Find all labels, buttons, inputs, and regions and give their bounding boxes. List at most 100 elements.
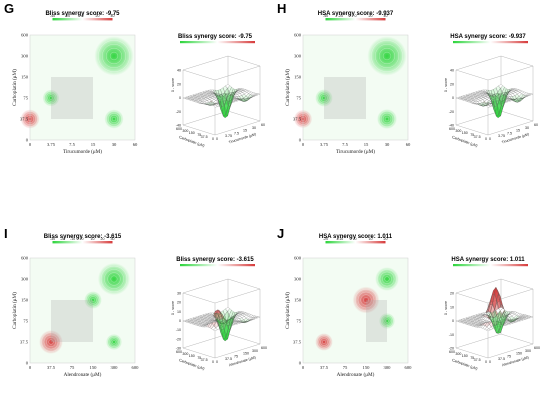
y-tick-label: 150 <box>294 75 302 80</box>
surface-x-label: Alendronate (μM) <box>502 355 530 367</box>
heatmap-blob <box>377 109 397 129</box>
surface-x-label: Alendronate (μM) <box>229 355 257 367</box>
panel-letter: H <box>277 1 286 16</box>
z-tick-label: 20 <box>177 82 181 86</box>
surface-y-tick: 300 <box>455 129 461 133</box>
surface-x-label: Tirucumorde (μM) <box>501 132 529 144</box>
z-axis-label: δ - score <box>444 78 448 92</box>
contour-ring <box>104 269 124 289</box>
surface-y-tick: 37.5 <box>201 135 208 139</box>
y-tick-label: 75 <box>23 319 28 324</box>
surface-colorbar <box>180 264 255 267</box>
surface-y-tick: 75 <box>197 356 201 360</box>
surface-y-tick: 150 <box>462 131 468 135</box>
z-tick-label: -20 <box>176 110 181 114</box>
contour-ring <box>107 272 121 286</box>
y-tick-label: 300 <box>21 277 29 282</box>
y-tick-label: 600 <box>21 33 29 38</box>
surface-y-tick: 37.5 <box>201 358 208 362</box>
y-axis-label: Carboplatin (μM) <box>11 292 18 329</box>
z-tick-label: -10 <box>176 328 181 332</box>
contour-ring <box>102 44 126 68</box>
y-tick-label: 0 <box>299 138 302 143</box>
surface-y-tick: 300 <box>182 352 188 356</box>
heatmap-frame <box>29 34 136 141</box>
colorbar <box>52 241 113 244</box>
z-tick-label: 0 <box>452 319 454 323</box>
min-box <box>324 77 366 119</box>
heatmap-title: HSA synergy score: -9.937 <box>318 11 394 17</box>
contour-ring <box>112 340 116 344</box>
surface-cell <box>498 84 503 89</box>
surface-x-tick: 600 <box>261 346 267 350</box>
surface-x-tick: 0 <box>489 137 491 141</box>
contour-ring <box>98 40 130 72</box>
surface-title: HSA synergy score: -9.937 <box>450 34 526 40</box>
colorbar-tick: -20 <box>338 14 343 18</box>
y-tick-label: 600 <box>294 33 302 38</box>
contour-ring <box>89 296 97 304</box>
contour-ring <box>85 292 101 308</box>
contour-ring <box>377 269 397 289</box>
surface-y-tick: 600 <box>449 127 455 131</box>
contour-ring <box>355 289 377 311</box>
x-tick-label: 0 <box>302 142 305 147</box>
z-tick-label: -40 <box>176 124 181 128</box>
heatmap-blob <box>315 89 333 107</box>
x-tick-label: 37.5 <box>320 365 329 370</box>
contour-ring <box>44 91 58 105</box>
z-tick-label: 0 <box>452 96 454 100</box>
y-tick-label: 150 <box>21 298 29 303</box>
surface-x-tick: 7.5 <box>234 131 239 135</box>
y-tick-label: 37.5 <box>293 117 302 122</box>
colorbar-tick: 30 <box>111 237 115 241</box>
surface-colorbar <box>453 41 528 44</box>
y-tick-label: 75 <box>23 96 28 101</box>
heatmap-blob <box>94 36 134 76</box>
x-tick-label: 15 <box>364 142 369 147</box>
colorbar-tick: 0 <box>82 237 84 241</box>
z-tick-label: -20 <box>449 347 454 351</box>
colorbar-tick: -40 <box>50 14 55 18</box>
surface-x-tick: 0 <box>489 360 491 364</box>
surface-box-ceiling <box>182 55 261 81</box>
surface-box-ceiling <box>455 55 534 81</box>
contour-ring <box>46 337 56 347</box>
x-tick-label: 0 <box>302 365 305 370</box>
contour-ring <box>360 294 372 306</box>
panel-g: G Bliss synergy score: -9.75-40 -20 0 20 400 3… <box>4 1 265 155</box>
colorbar-tick: 0 <box>355 237 357 241</box>
surface-y-tick: 300 <box>182 129 188 133</box>
colorbar-tick: 20 <box>101 237 105 241</box>
contour-ring <box>109 114 119 124</box>
z-tick-label: 20 <box>177 301 181 305</box>
contour-ring <box>316 334 332 350</box>
colorbar-tick: -20 <box>65 14 70 18</box>
x-tick-label: 300 <box>384 365 392 370</box>
z-tick-label: 20 <box>450 292 454 296</box>
contour-ring <box>380 314 394 328</box>
heatmap-blob <box>315 333 333 351</box>
contour-ring <box>91 298 95 302</box>
surface-y-tick: 300 <box>455 352 461 356</box>
y-axis-label: Carboplatin (μM) <box>284 292 291 329</box>
heatmap-frame <box>302 34 409 141</box>
surface-y-tick: 0 <box>485 137 487 141</box>
colorbar-tick: 40 <box>384 14 388 18</box>
x-tick-label: 3.75 <box>320 142 329 147</box>
z-tick-label: 0 <box>179 319 181 323</box>
x-tick-label: 30 <box>385 142 390 147</box>
surface-x-tick: 60 <box>534 123 538 127</box>
contour-ring <box>381 315 393 327</box>
surface-x-tick: 37.5 <box>225 357 232 361</box>
surface-y-tick: 600 <box>449 350 455 354</box>
contour-ring <box>318 336 330 348</box>
surface-y-tick: 0 <box>485 360 487 364</box>
contour-ring <box>100 265 128 293</box>
colorbar-tick: 0 <box>82 14 84 18</box>
x-tick-label: 7.5 <box>69 142 75 147</box>
heatmap-blob <box>367 36 407 76</box>
y-tick-label: 600 <box>21 256 29 261</box>
surface-box-ceiling <box>182 278 261 304</box>
surface-y-tick: 37.5 <box>474 135 481 139</box>
